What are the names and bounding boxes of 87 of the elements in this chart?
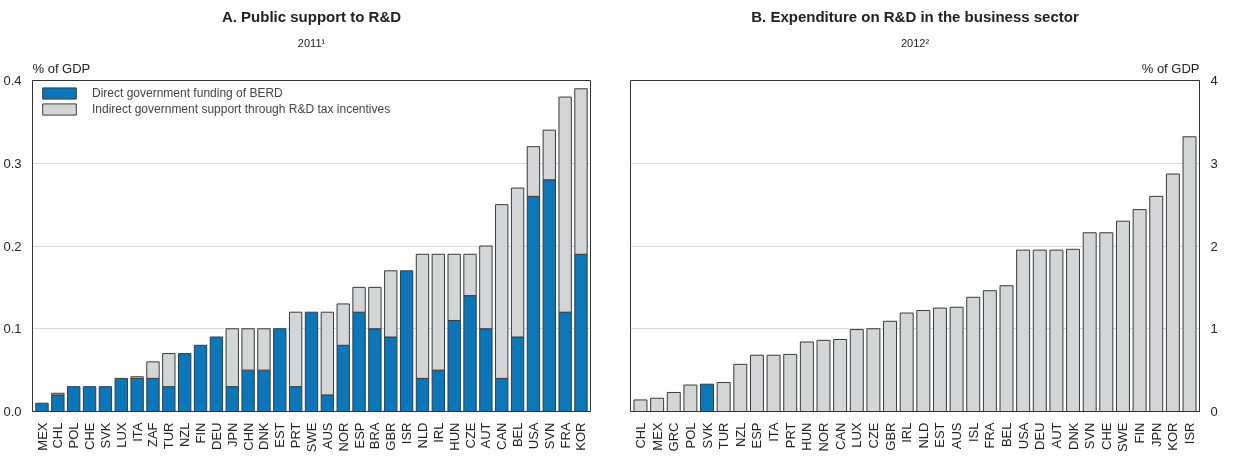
x-tick-label: NOR [815, 422, 831, 452]
x-tick-label: AUS [949, 422, 965, 450]
x-tick-label: USA [1015, 422, 1031, 450]
x-tick-label: CAN [494, 422, 510, 450]
x-tick-label: ESP [749, 422, 765, 449]
y-tick-label: 0.3 [3, 155, 22, 171]
y-tick-label: 0.1 [3, 321, 22, 337]
x-tick-label: AUT [1048, 422, 1064, 449]
x-tick-label: FIN [193, 422, 209, 444]
y-tick-label: 0.4 [3, 73, 22, 88]
x-tick-label: ITA [766, 422, 782, 442]
chart-subtitle: 2011¹ [297, 36, 326, 49]
x-tick-label: KOR [573, 422, 589, 451]
x-tick-label: NZL [177, 422, 193, 448]
x-tick-label: PRT [288, 422, 304, 449]
x-tick-label: SWE [1115, 422, 1131, 453]
x-tick-label: ZAF [145, 422, 161, 448]
x-tick-label: POL [682, 422, 698, 449]
x-tick-label: CAN [832, 422, 848, 450]
x-tick-label: IRL [430, 422, 446, 443]
y-tick-label: 0.2 [3, 238, 22, 254]
legend-label: Direct government funding of BERD [92, 86, 283, 100]
x-tick-label: CZE [462, 422, 478, 449]
x-tick-label: LUX [113, 422, 129, 448]
x-tick-label: BEL [999, 422, 1015, 448]
y2-tick-label: 1 [1210, 321, 1218, 337]
x-tick-label: SVN [541, 422, 557, 450]
y2-tick-label: 2 [1210, 238, 1218, 254]
legend-label: Indirect government support through R&D tax incentives [92, 102, 391, 116]
x-tick-label: CHN [240, 422, 256, 451]
x-tick-label: CHL [50, 422, 66, 449]
x-tick-label: LUX [849, 422, 865, 448]
x-tick-label: EST [272, 422, 288, 448]
x-tick-label: ISR [399, 422, 415, 445]
x-tick-label: AUT [478, 422, 494, 449]
y2-tick-label: 0 [1210, 404, 1218, 419]
x-tick-label: DNK [1065, 422, 1081, 450]
x-tick-label: MEX [34, 422, 50, 451]
x-tick-label: ISL [965, 422, 981, 443]
x-tick-label: FIN [1132, 422, 1148, 444]
x-tick-label: DEU [1032, 422, 1048, 450]
x-tick-label: SVK [699, 422, 715, 449]
x-tick-label: SVK [97, 422, 113, 449]
x-tick-label: JPN [1148, 422, 1164, 448]
y-axis-title: % of GDP [32, 60, 91, 76]
x-tick-label: CHE [1098, 422, 1114, 450]
x-tick-label: CZE [865, 422, 881, 449]
x-tick-label: EST [932, 422, 948, 448]
x-tick-label: ITA [129, 422, 145, 442]
x-tick-label: GBR [383, 422, 399, 451]
x-tick-label: USA [525, 422, 541, 450]
chart-title: B. Expenditure on R&D in the business sector [751, 7, 1079, 25]
x-tick-label: MEX [649, 422, 665, 451]
x-tick-label: HUN [446, 422, 462, 451]
x-tick-label: POL [66, 422, 82, 449]
x-tick-label: HUN [799, 422, 815, 451]
y-tick-label: 0.0 [3, 404, 22, 419]
x-tick-label: SWE [304, 422, 319, 453]
x-tick-label: KOR [1165, 422, 1181, 451]
y2-tick-label: 4 [1210, 73, 1218, 88]
x-tick-label: JPN [224, 422, 240, 448]
x-tick-label: NZL [732, 422, 748, 448]
x-tick-label: NOR [335, 422, 351, 452]
x-tick-label: IRL [899, 422, 915, 443]
x-tick-label: DEU [208, 422, 224, 450]
x-tick-label: SVN [1082, 422, 1098, 450]
x-tick-label: FRA [557, 422, 573, 449]
x-tick-label: NLD [915, 422, 931, 449]
x-tick-label: ESP [351, 422, 367, 449]
x-tick-label: CHE [82, 422, 98, 450]
x-tick-label: CHL [632, 422, 648, 449]
y2-axis-title: % of GDP [1141, 60, 1200, 76]
x-tick-label: GBR [882, 422, 898, 451]
chart-subtitle: 2012² [900, 36, 930, 49]
x-tick-label: PRT [782, 422, 798, 449]
x-tick-label: TUR [716, 422, 732, 450]
x-tick-label: BRA [367, 422, 383, 450]
x-tick-label: AUS [319, 422, 335, 450]
x-tick-label: GRC [666, 422, 682, 452]
x-tick-label: DNK [256, 422, 272, 450]
x-tick-label: ISR [1182, 422, 1198, 445]
x-tick-label: BEL [510, 422, 526, 448]
y2-tick-label: 3 [1210, 155, 1218, 171]
chart-title: A. Public support to R&D [221, 7, 402, 25]
x-tick-label: NLD [414, 422, 430, 449]
x-tick-label: TUR [161, 422, 177, 450]
x-tick-label: FRA [982, 422, 998, 449]
